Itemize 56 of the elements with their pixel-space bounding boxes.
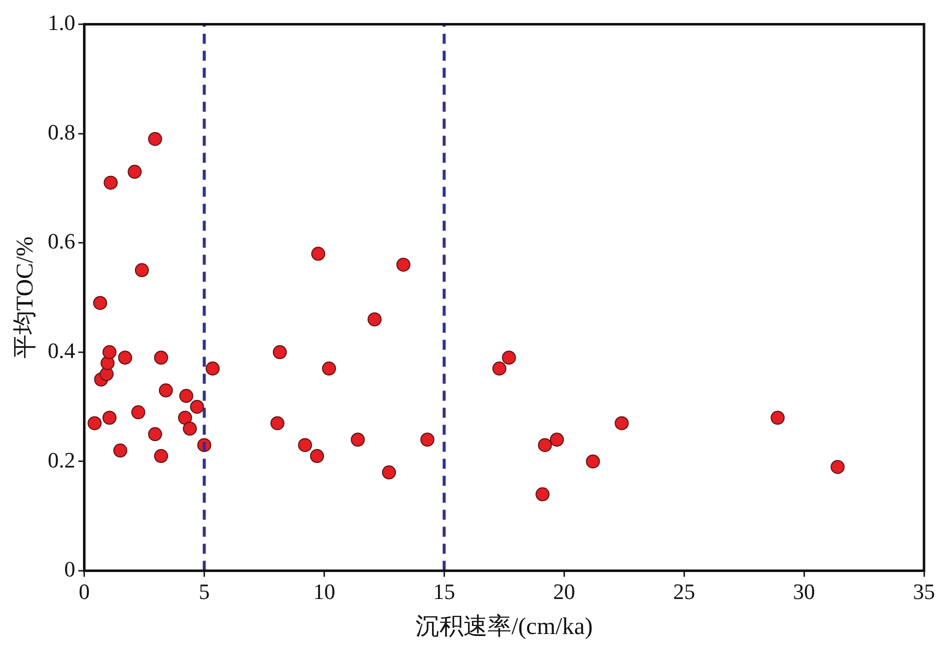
point [154, 350, 168, 365]
y-tick-label: 0.8 [48, 119, 76, 144]
y-tick-label: 0.2 [48, 447, 76, 472]
point [182, 422, 197, 436]
x-tick-label: 10 [313, 578, 336, 604]
y-tick-label: 0.4 [48, 338, 76, 363]
point [128, 164, 142, 179]
point [88, 416, 102, 430]
point [420, 432, 434, 447]
point [770, 410, 785, 425]
point [190, 400, 204, 414]
point [586, 454, 600, 468]
y-tick-label: 0 [64, 556, 76, 582]
point [550, 432, 564, 447]
point [502, 350, 516, 365]
point [104, 176, 118, 190]
y-axis-title: 平均TOC/% [12, 236, 39, 359]
point [158, 383, 173, 398]
point [350, 432, 365, 447]
point [179, 388, 194, 403]
point [614, 416, 629, 430]
point [178, 410, 192, 425]
point [492, 362, 506, 376]
point [102, 345, 116, 360]
x-tick-label: 15 [433, 578, 456, 604]
x-tick-label: 30 [793, 578, 816, 604]
point [131, 405, 146, 420]
x-tick-label: 20 [553, 578, 576, 604]
point [310, 449, 324, 464]
point [148, 427, 162, 442]
point [368, 312, 382, 326]
point [118, 350, 132, 365]
point [396, 258, 410, 272]
point [311, 246, 326, 261]
point [100, 356, 115, 370]
point [830, 460, 845, 474]
y-tick-label: 1.0 [48, 10, 76, 35]
point [538, 438, 552, 452]
x-tick-label: 5 [198, 578, 210, 604]
point [322, 362, 336, 376]
point [134, 263, 149, 278]
point [536, 487, 550, 502]
x-axis-title: 沉积速率/(cm/ka) [416, 612, 593, 640]
y-tick-label: 0.6 [48, 228, 76, 254]
point [298, 438, 312, 452]
x-tick-label: 25 [673, 578, 696, 604]
point [113, 444, 128, 458]
point [102, 410, 116, 425]
point [206, 362, 220, 376]
point [148, 132, 162, 146]
point [154, 449, 168, 464]
point [270, 416, 284, 430]
point [382, 465, 396, 480]
point [272, 345, 287, 360]
x-tick-label: 35 [913, 578, 935, 604]
point [93, 296, 108, 310]
